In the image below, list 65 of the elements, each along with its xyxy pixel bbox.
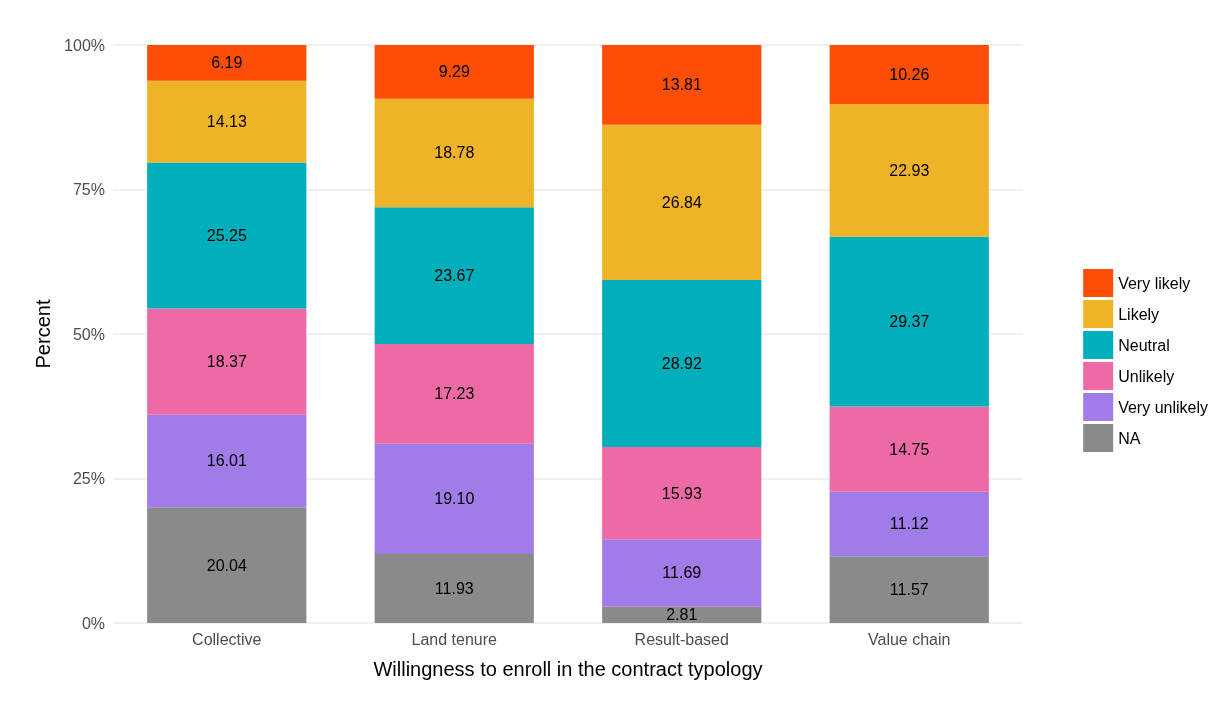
bar	[829, 45, 989, 105]
data-label: 10.26	[889, 66, 930, 84]
data-label: 19.10	[434, 490, 475, 508]
bar	[147, 80, 307, 163]
data-label: 25.25	[206, 226, 247, 244]
bar	[829, 556, 989, 623]
bar	[602, 539, 762, 607]
legend-label: Very likely	[1118, 274, 1191, 292]
bar	[829, 491, 989, 557]
data-label: 18.78	[434, 144, 475, 162]
data-label: 11.12	[889, 515, 929, 533]
x-axis-title: Willingness to enroll in the contract typology	[373, 658, 763, 680]
data-label: 26.84	[661, 193, 702, 211]
y-tick-label: 75%	[72, 181, 105, 198]
bar	[829, 406, 989, 492]
data-label: 17.23	[434, 385, 475, 403]
data-label: 11.93	[434, 580, 474, 598]
data-label: 22.93	[889, 162, 930, 180]
data-label: 2.81	[666, 606, 698, 624]
bar	[147, 507, 307, 623]
bar	[602, 606, 762, 623]
y-tick-label: 100%	[64, 36, 105, 54]
data-label: 13.81	[661, 76, 702, 94]
data-label: 11.57	[889, 581, 929, 599]
bar	[147, 45, 307, 81]
y-axis-title: Percent	[32, 299, 55, 369]
bar	[602, 45, 762, 125]
data-label: 18.37	[206, 353, 247, 371]
y-tick-label: 50%	[72, 325, 105, 343]
legend-label: Unlikely	[1118, 367, 1175, 385]
x-tick-label: Collective	[192, 630, 262, 648]
bar	[374, 554, 534, 623]
bar	[147, 414, 307, 508]
legend-label: Very unlikely	[1118, 398, 1209, 416]
x-tick-label: Result-based	[634, 630, 729, 648]
data-label: 15.93	[661, 484, 702, 502]
legend-label: Likely	[1118, 305, 1160, 323]
data-label: 9.29	[438, 63, 470, 81]
bar	[374, 45, 534, 99]
data-label: 29.37	[889, 313, 930, 331]
bar	[374, 344, 534, 444]
bar	[602, 124, 762, 280]
bar	[829, 104, 989, 237]
data-label: 14.13	[206, 113, 247, 131]
data-label: 28.92	[661, 355, 702, 373]
y-tick-label: 25%	[72, 470, 105, 487]
y-tick-label: 0%	[81, 614, 105, 632]
bar	[829, 236, 989, 407]
x-tick-label: Land tenure	[411, 630, 498, 648]
bar	[602, 447, 762, 540]
bar	[374, 443, 534, 555]
data-label: 14.75	[889, 440, 930, 458]
bar	[147, 162, 307, 309]
x-tick-label: Value chain	[868, 630, 951, 648]
bar	[147, 308, 307, 415]
data-label: 20.04	[206, 556, 247, 574]
legend-label: Neutral	[1118, 336, 1170, 354]
data-label: 16.01	[206, 452, 247, 470]
data-label: 6.19	[211, 54, 243, 72]
bar	[374, 98, 534, 208]
data-label: 11.69	[662, 564, 702, 582]
bar	[602, 279, 762, 448]
bar	[374, 207, 534, 345]
data-label: 23.67	[434, 267, 475, 285]
legend-label: NA	[1118, 429, 1141, 447]
